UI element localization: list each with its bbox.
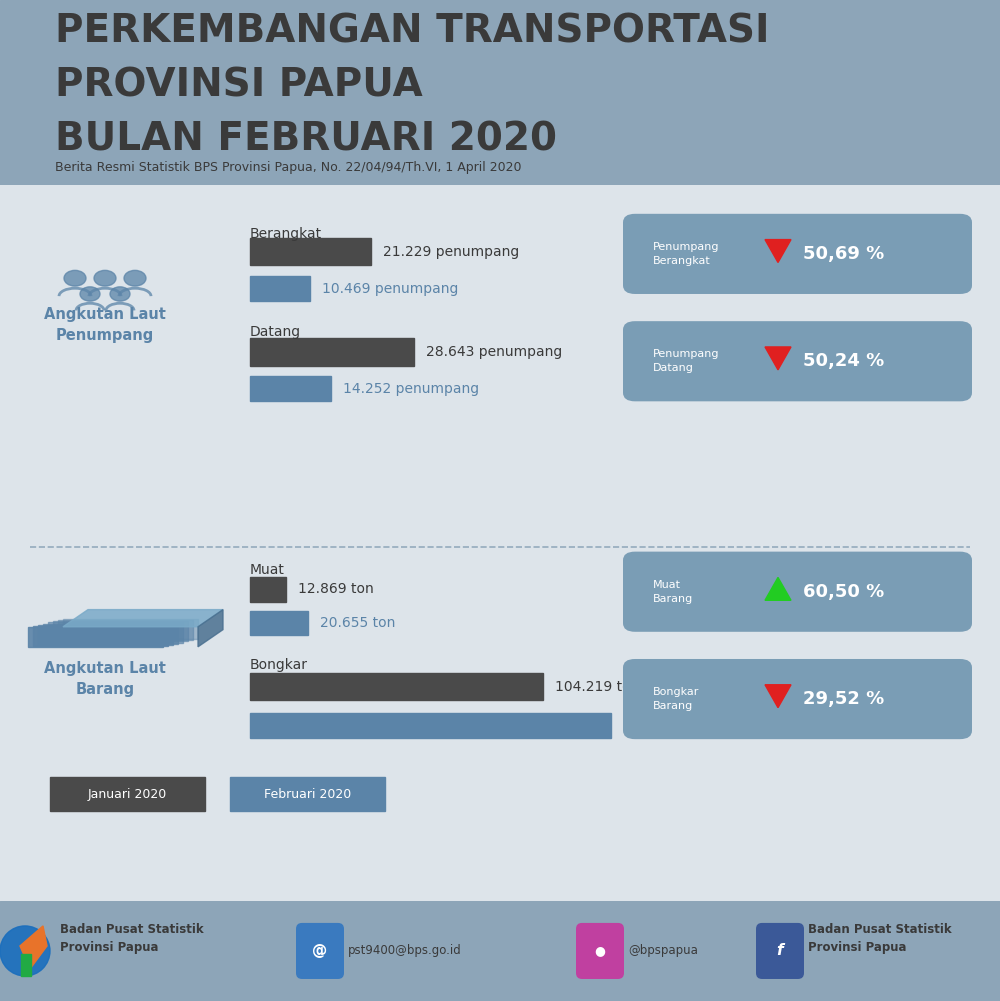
Bar bbox=[38, 625, 173, 645]
Bar bbox=[250, 713, 611, 738]
Circle shape bbox=[0, 926, 50, 976]
Text: BULAN FEBRUARI 2020: BULAN FEBRUARI 2020 bbox=[55, 120, 557, 158]
Bar bbox=[48, 623, 183, 643]
Text: 14.252 penumpang: 14.252 penumpang bbox=[343, 381, 480, 395]
Bar bbox=[250, 674, 543, 701]
Bar bbox=[43, 624, 178, 644]
Bar bbox=[58, 621, 193, 641]
FancyBboxPatch shape bbox=[576, 923, 624, 979]
Text: pst9400@bps.go.id: pst9400@bps.go.id bbox=[348, 945, 462, 957]
Text: Berita Resmi Statistik BPS Provinsi Papua, No. 22/04/94/Th.VI, 1 April 2020: Berita Resmi Statistik BPS Provinsi Papu… bbox=[55, 161, 522, 174]
Circle shape bbox=[64, 270, 86, 286]
Text: Penumpang
Berangkat: Penumpang Berangkat bbox=[653, 242, 719, 266]
FancyBboxPatch shape bbox=[623, 552, 972, 632]
Bar bbox=[250, 577, 286, 602]
Polygon shape bbox=[198, 610, 223, 647]
Polygon shape bbox=[20, 926, 47, 969]
FancyBboxPatch shape bbox=[623, 321, 972, 401]
Text: Badan Pusat Statistik
Provinsi Papua: Badan Pusat Statistik Provinsi Papua bbox=[60, 924, 204, 954]
Bar bbox=[250, 338, 414, 365]
Bar bbox=[28, 627, 163, 647]
Polygon shape bbox=[63, 610, 223, 627]
Polygon shape bbox=[765, 239, 791, 262]
Text: f: f bbox=[777, 944, 783, 958]
Text: 12.869 ton: 12.869 ton bbox=[298, 583, 374, 597]
Text: 128.426 ton: 128.426 ton bbox=[623, 718, 708, 732]
Text: 104.219 ton: 104.219 ton bbox=[555, 680, 640, 694]
Text: 60,50 %: 60,50 % bbox=[803, 583, 884, 601]
Text: Februari 2020: Februari 2020 bbox=[264, 788, 351, 801]
Text: 20.655 ton: 20.655 ton bbox=[320, 616, 396, 630]
Text: 29,52 %: 29,52 % bbox=[803, 690, 884, 708]
Bar bbox=[250, 376, 331, 401]
Bar bbox=[250, 238, 371, 265]
Text: Muat
Barang: Muat Barang bbox=[653, 580, 693, 604]
Text: PROVINSI PAPUA: PROVINSI PAPUA bbox=[55, 67, 423, 105]
FancyBboxPatch shape bbox=[623, 659, 972, 739]
Text: Muat: Muat bbox=[250, 564, 285, 578]
Text: Januari 2020: Januari 2020 bbox=[88, 788, 167, 801]
Bar bbox=[63, 620, 198, 640]
Polygon shape bbox=[765, 578, 791, 601]
Text: Bongkar
Barang: Bongkar Barang bbox=[653, 687, 699, 711]
Text: Angkutan Laut
Barang: Angkutan Laut Barang bbox=[44, 661, 166, 697]
Bar bbox=[250, 611, 308, 635]
Text: 10.469 penumpang: 10.469 penumpang bbox=[322, 281, 458, 295]
Text: Berangkat: Berangkat bbox=[250, 226, 322, 240]
Text: ●: ● bbox=[595, 945, 605, 957]
Circle shape bbox=[94, 270, 116, 286]
Text: 50,24 %: 50,24 % bbox=[803, 352, 884, 370]
FancyBboxPatch shape bbox=[623, 214, 972, 294]
Text: 21.229 penumpang: 21.229 penumpang bbox=[383, 245, 520, 258]
Bar bbox=[250, 276, 310, 301]
Text: Penumpang
Datang: Penumpang Datang bbox=[653, 349, 719, 373]
Bar bbox=[33, 626, 168, 646]
Text: Datang: Datang bbox=[250, 324, 301, 338]
Text: PERKEMBANGAN TRANSPORTASI: PERKEMBANGAN TRANSPORTASI bbox=[55, 13, 770, 51]
Polygon shape bbox=[765, 685, 791, 708]
Circle shape bbox=[80, 287, 100, 301]
Text: @bpspapua: @bpspapua bbox=[628, 945, 698, 957]
Text: Bongkar: Bongkar bbox=[250, 658, 308, 672]
Bar bbox=[21, 954, 31, 976]
Polygon shape bbox=[765, 347, 791, 369]
FancyBboxPatch shape bbox=[756, 923, 804, 979]
FancyBboxPatch shape bbox=[296, 923, 344, 979]
Text: Angkutan Laut
Penumpang: Angkutan Laut Penumpang bbox=[44, 306, 166, 342]
Text: @: @ bbox=[312, 944, 328, 958]
Text: 50,69 %: 50,69 % bbox=[803, 245, 884, 263]
Bar bbox=[53, 622, 188, 642]
Circle shape bbox=[124, 270, 146, 286]
Bar bbox=[50, 777, 205, 812]
Bar bbox=[230, 777, 385, 812]
Text: Badan Pusat Statistik
Provinsi Papua: Badan Pusat Statistik Provinsi Papua bbox=[808, 924, 952, 954]
Text: 28.643 penumpang: 28.643 penumpang bbox=[426, 345, 562, 359]
Circle shape bbox=[110, 287, 130, 301]
